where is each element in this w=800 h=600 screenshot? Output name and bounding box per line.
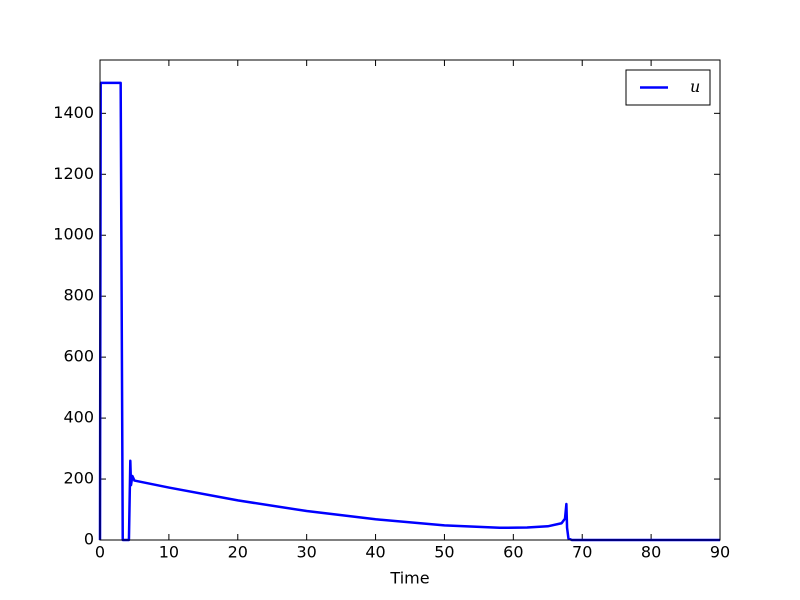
- x-tick-label: 60: [503, 543, 523, 562]
- y-tick-label: 200: [63, 469, 94, 488]
- y-tick-label: 600: [63, 347, 94, 366]
- y-tick-label: 1400: [53, 103, 94, 122]
- x-tick-label: 0: [95, 543, 105, 562]
- x-axis-label: Time: [389, 569, 429, 588]
- x-tick-label: 90: [710, 543, 730, 562]
- y-tick-label: 0: [84, 530, 94, 549]
- x-tick-label: 20: [228, 543, 248, 562]
- x-tick-label: 40: [365, 543, 385, 562]
- plot-frame: [99, 59, 721, 541]
- legend-label: u: [690, 77, 700, 96]
- x-tick-label: 50: [434, 543, 454, 562]
- y-tick-label: 400: [63, 408, 94, 427]
- y-tick-label: 1000: [53, 225, 94, 244]
- y-tick-label: 800: [63, 286, 94, 305]
- x-tick-label: 80: [641, 543, 661, 562]
- x-tick-label: 10: [159, 543, 179, 562]
- x-tick-label: 70: [572, 543, 592, 562]
- x-tick-label: 30: [296, 543, 316, 562]
- y-tick-label: 1200: [53, 164, 94, 183]
